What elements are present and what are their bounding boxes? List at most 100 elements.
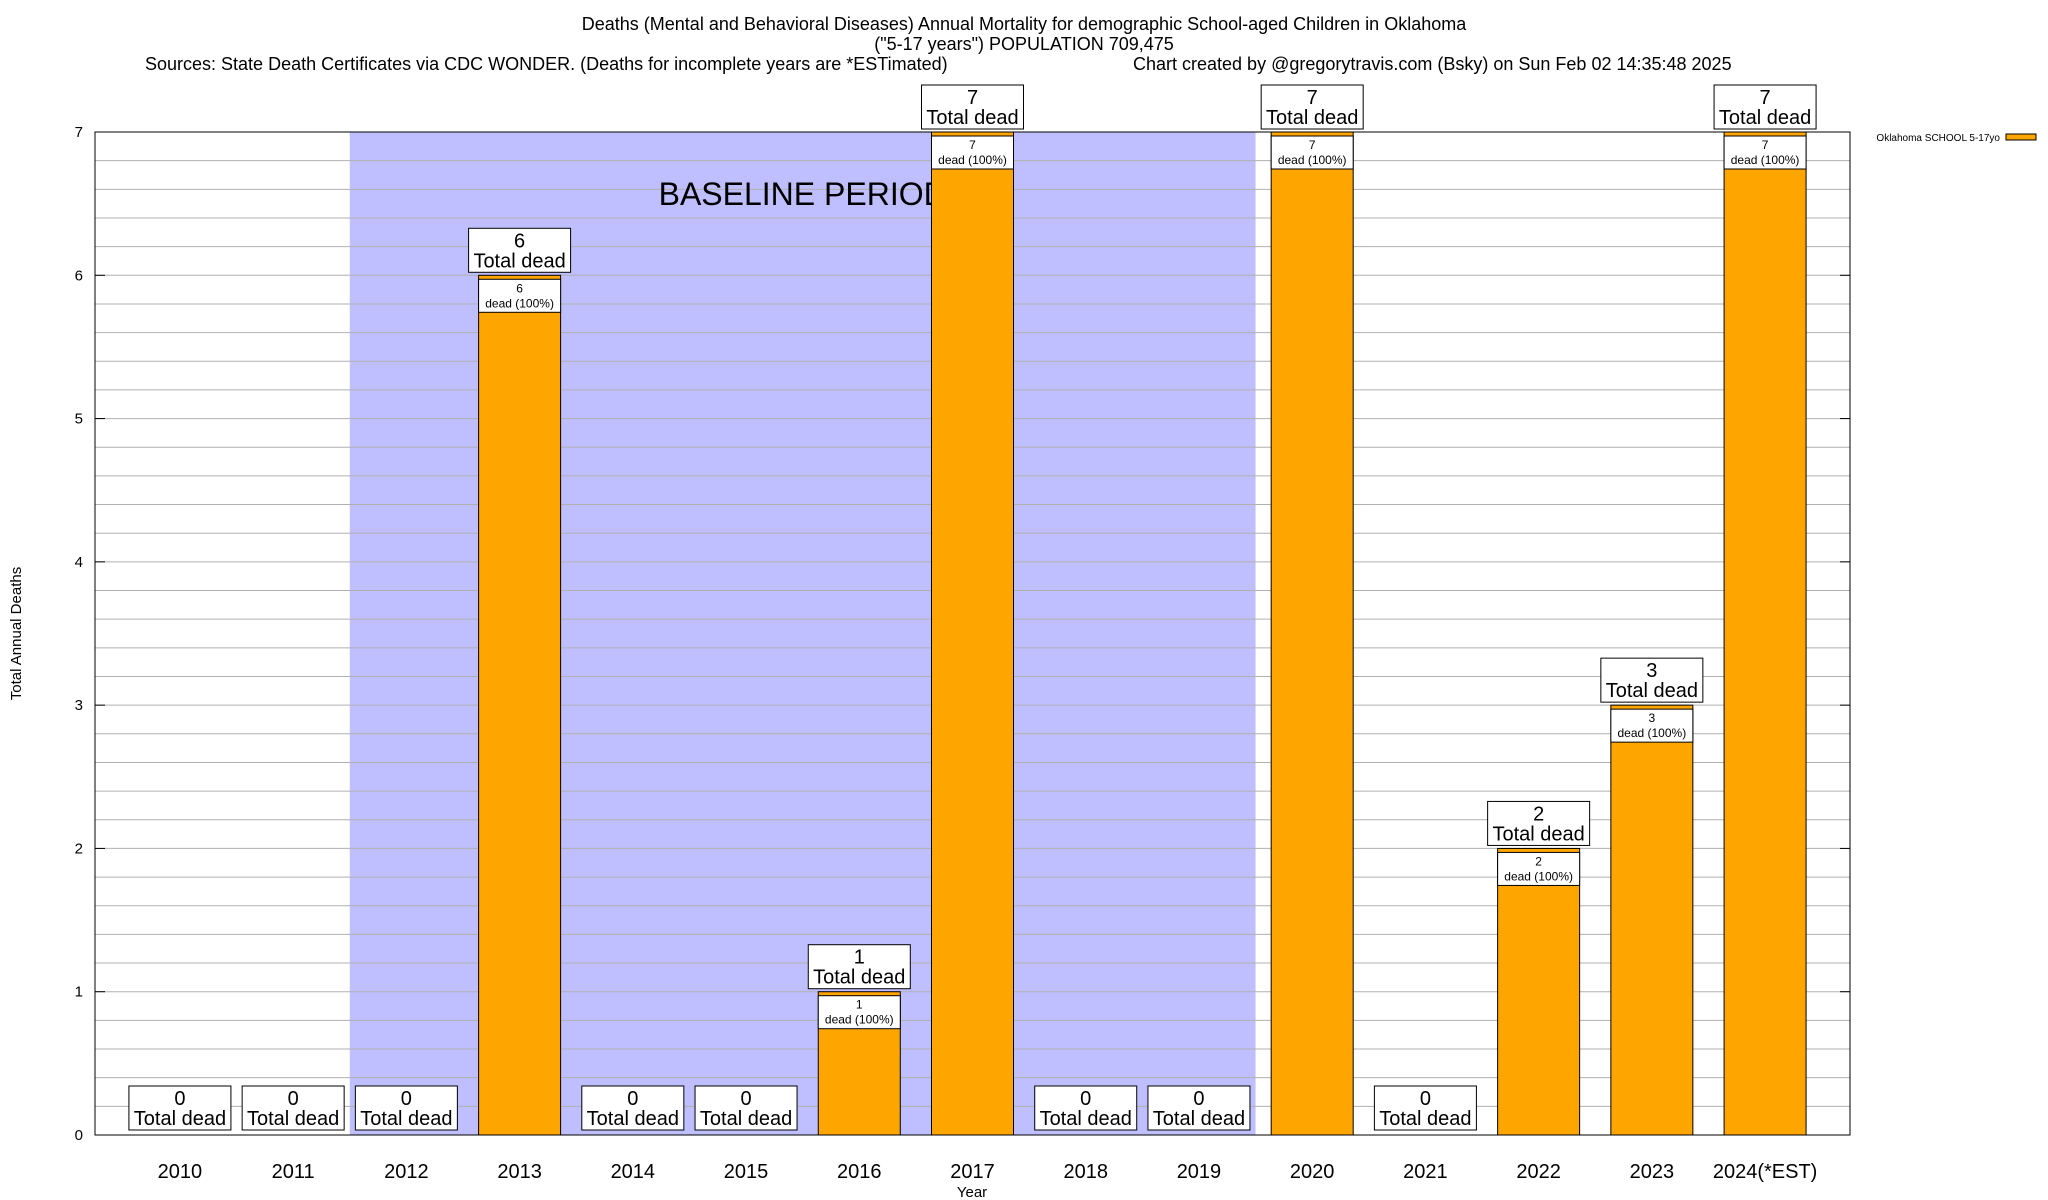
x-tick-label: 2013: [497, 1161, 542, 1183]
bar-2023: [1610, 704, 1694, 1136]
total-label-text: Total dead: [1719, 107, 1811, 129]
plot-border: [94, 131, 1851, 1136]
segment-label-box: [931, 135, 1014, 170]
total-label-text: Total dead: [926, 107, 1018, 129]
total-label-text: Total dead: [247, 1108, 339, 1130]
x-tick-label: 2017: [950, 1161, 995, 1183]
bar-2024(*EST): [1723, 131, 1807, 1136]
segment-label-text: dead (100%): [1731, 153, 1800, 167]
total-label-text: Total dead: [360, 1108, 452, 1130]
total-label-value: 7: [967, 87, 978, 109]
segment-label-box: [1270, 135, 1354, 170]
bar-2020: [1270, 131, 1354, 1136]
segment-label-value: 2: [1535, 854, 1542, 868]
segment-label-text: dead (100%): [938, 153, 1007, 167]
total-label-box: [1373, 1085, 1477, 1131]
total-label-value: 0: [1420, 1088, 1431, 1110]
total-label-box: [1260, 84, 1364, 130]
y-tick-label: 5: [75, 411, 83, 428]
total-label-value: 0: [627, 1088, 638, 1110]
total-label-value: 0: [1080, 1088, 1091, 1110]
x-tick-label: 2010: [158, 1161, 203, 1183]
x-tick-label: 2021: [1403, 1161, 1448, 1183]
x-tick-label: 2023: [1630, 1161, 1675, 1183]
total-label-text: Total dead: [1040, 1108, 1132, 1130]
segment-label-box: [817, 995, 901, 1030]
segment-label-box: [1723, 135, 1807, 170]
total-label-text: Total dead: [134, 1108, 226, 1130]
segment-label-value: 6: [516, 281, 523, 295]
x-tick-label: 2022: [1516, 1161, 1561, 1183]
total-label-box: [468, 227, 572, 273]
segment-label-text: dead (100%): [1617, 726, 1686, 740]
total-label-text: Total dead: [1153, 1108, 1245, 1130]
x-tick-label: 2020: [1290, 1161, 1335, 1183]
total-label-box: [1487, 800, 1591, 846]
total-label-value: 3: [1646, 660, 1657, 682]
total-label-value: 0: [174, 1088, 185, 1110]
segment-label-text: dead (100%): [825, 1013, 894, 1027]
segment-label-value: 3: [1649, 711, 1656, 725]
total-label-value: 0: [740, 1088, 751, 1110]
total-label-box: [1713, 84, 1817, 130]
x-tick-label: 2019: [1177, 1161, 1222, 1183]
bar-2017: [931, 131, 1014, 1136]
total-label-text: Total dead: [1379, 1108, 1471, 1130]
total-label-value: 7: [1307, 87, 1318, 109]
total-label-text: Total dead: [700, 1108, 792, 1130]
total-label-value: 7: [1760, 87, 1771, 109]
total-label-text: Total dead: [473, 250, 565, 272]
segment-label-box: [478, 278, 562, 313]
total-label-text: Total dead: [1606, 680, 1698, 702]
x-tick-label: 2024(*EST): [1713, 1161, 1818, 1183]
segment-label-box: [1497, 851, 1581, 886]
baseline-period-label: BASELINE PERIOD: [659, 176, 947, 212]
segment-label-text: dead (100%): [1278, 153, 1347, 167]
x-tick-label: 2012: [384, 1161, 429, 1183]
total-label-box: [921, 84, 1024, 130]
total-label-value: 0: [401, 1088, 412, 1110]
y-tick-label: 0: [75, 1127, 83, 1144]
total-label-text: Total dead: [813, 967, 905, 989]
bar-2022: [1497, 847, 1581, 1136]
total-label-box: [128, 1085, 232, 1131]
total-label-box: [581, 1085, 685, 1131]
x-tick-label: 2011: [272, 1161, 315, 1183]
segment-label-value: 7: [1762, 138, 1769, 152]
segment-label-text: dead (100%): [1504, 869, 1573, 883]
x-tick-label: 2016: [837, 1161, 882, 1183]
bar-2013: [478, 274, 562, 1136]
total-label-box: [241, 1085, 345, 1131]
total-label-value: 0: [288, 1088, 299, 1110]
chart-title: Deaths (Mental and Behavioral Diseases) …: [581, 14, 1467, 34]
chart-subtitle: ("5-17 years") POPULATION 709,475: [874, 34, 1174, 54]
x-tick-label: 2018: [1063, 1161, 1108, 1183]
y-tick-label: 3: [75, 697, 83, 714]
total-label-box: [1600, 657, 1704, 703]
chart-credit: Chart created by @gregorytravis.com (Bsk…: [1133, 54, 1732, 74]
y-tick-label: 7: [75, 124, 83, 141]
total-label-value: 1: [854, 947, 865, 969]
total-label-text: Total dead: [1492, 823, 1584, 845]
x-tick-label: 2015: [724, 1161, 769, 1183]
segment-label-value: 7: [969, 138, 976, 152]
y-tick-label: 2: [75, 840, 83, 857]
total-label-box: [1147, 1085, 1251, 1131]
chart-sources: Sources: State Death Certificates via CD…: [145, 54, 948, 74]
total-label-box: [694, 1085, 798, 1131]
x-tick-label: 2014: [611, 1161, 656, 1183]
total-label-box: [1034, 1085, 1138, 1131]
y-axis-label: Total Annual Deaths: [8, 567, 25, 700]
segment-label-box: [1610, 708, 1694, 743]
segment-label-value: 1: [856, 998, 863, 1012]
total-label-text: Total dead: [1266, 107, 1358, 129]
total-label-box: [807, 944, 911, 990]
total-label-text: Total dead: [587, 1108, 679, 1130]
x-axis-label: Year: [957, 1184, 987, 1200]
legend-swatch: [2005, 133, 2037, 141]
total-label-value: 2: [1533, 803, 1544, 825]
y-tick-label: 1: [75, 984, 83, 1001]
segment-label-text: dead (100%): [485, 296, 554, 310]
legend-entry: Oklahoma SCHOOL 5-17yo: [1876, 133, 2000, 144]
